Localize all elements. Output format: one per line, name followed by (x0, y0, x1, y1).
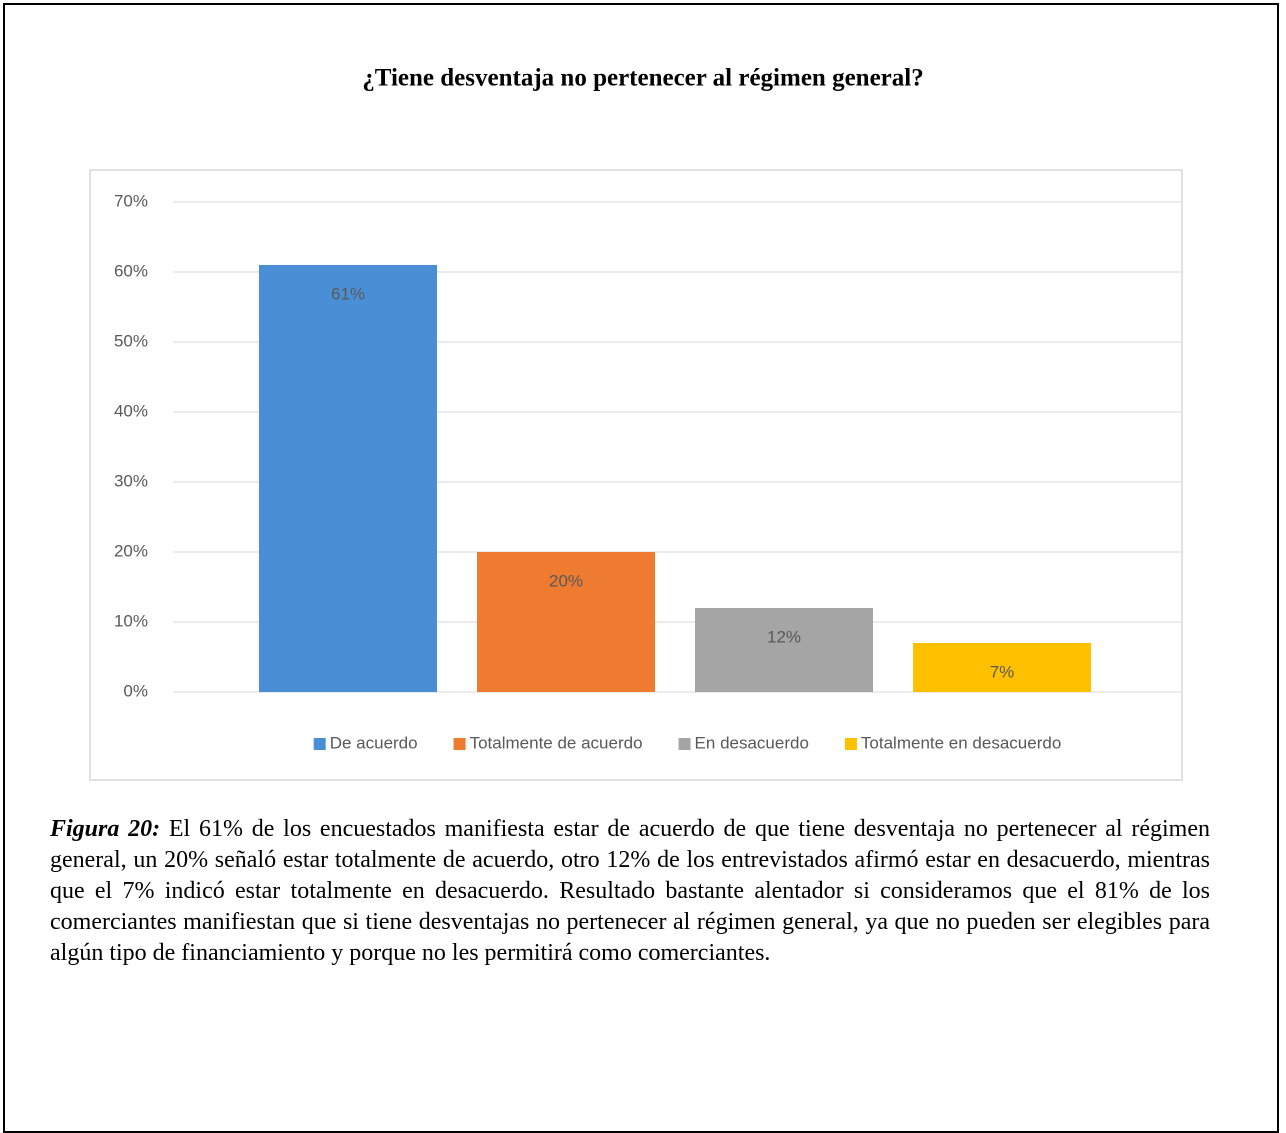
legend-label: Totalmente en desacuerdo (861, 733, 1061, 752)
legend-label: De acuerdo (330, 733, 418, 752)
y-tick-label: 20% (114, 541, 148, 560)
caption: Figura 20: El 61% de los encuestados man… (50, 814, 1210, 969)
chart-title: ¿Tiene desventaja no pertenecer al régim… (362, 65, 923, 92)
legend-label: Totalmente de acuerdo (470, 733, 643, 752)
bar (913, 643, 1091, 692)
legend-swatch (313, 738, 326, 750)
bar (695, 608, 873, 692)
legend-swatch (844, 738, 857, 750)
chart-area (89, 169, 1183, 781)
bar (259, 265, 437, 692)
bar (477, 552, 655, 692)
y-tick-label: 10% (114, 611, 148, 630)
y-tick-label: 50% (114, 331, 148, 350)
value-label: 7% (990, 662, 1015, 681)
chart: ¿Tiene desventaja no pertenecer al régim… (89, 65, 1183, 781)
y-tick-label: 30% (114, 471, 148, 490)
y-tick-label: 40% (114, 401, 148, 420)
caption-text: El 61% de los encuestados manifiesta est… (50, 816, 1211, 966)
y-tick-label: 0% (123, 681, 148, 700)
y-tick-label: 60% (114, 261, 148, 280)
legend-swatch (678, 738, 691, 750)
y-tick-label: 70% (114, 191, 148, 210)
caption-label: Figura 20: (50, 816, 161, 842)
value-label: 61% (331, 284, 365, 303)
value-label: 12% (767, 627, 801, 646)
legend-swatch (453, 738, 466, 750)
value-label: 20% (549, 571, 583, 590)
legend-label: En desacuerdo (695, 733, 809, 752)
